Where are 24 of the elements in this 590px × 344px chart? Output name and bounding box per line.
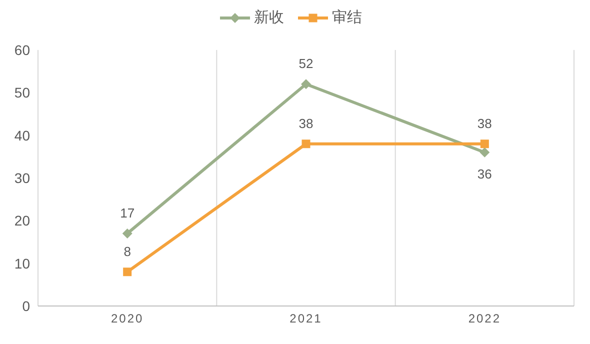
y-tick-label: 10 <box>14 255 30 272</box>
y-tick-label: 0 <box>22 298 30 314</box>
data-label: 8 <box>124 244 131 259</box>
x-tick-label: 2020 <box>110 312 144 326</box>
data-label: 38 <box>298 116 314 131</box>
point <box>123 268 132 276</box>
x-tick-label: 2021 <box>290 312 322 326</box>
legend-label: 新收 <box>254 8 284 27</box>
point <box>301 79 311 90</box>
y-tick-label: 30 <box>14 170 30 186</box>
data-label: 17 <box>120 205 135 220</box>
data-label: 38 <box>477 116 492 131</box>
y-tick-label: 60 <box>14 42 30 58</box>
legend-label: 审结 <box>332 8 362 27</box>
point <box>480 147 490 158</box>
data-label: 52 <box>298 56 314 72</box>
y-tick-label: 40 <box>14 127 30 144</box>
point <box>302 140 310 148</box>
y-tick-label: 20 <box>14 212 30 229</box>
x-tick-label: 2022 <box>468 312 502 326</box>
point <box>122 228 132 238</box>
y-tick-label: 50 <box>14 84 30 101</box>
point <box>480 140 489 148</box>
data-label: 36 <box>477 166 492 182</box>
